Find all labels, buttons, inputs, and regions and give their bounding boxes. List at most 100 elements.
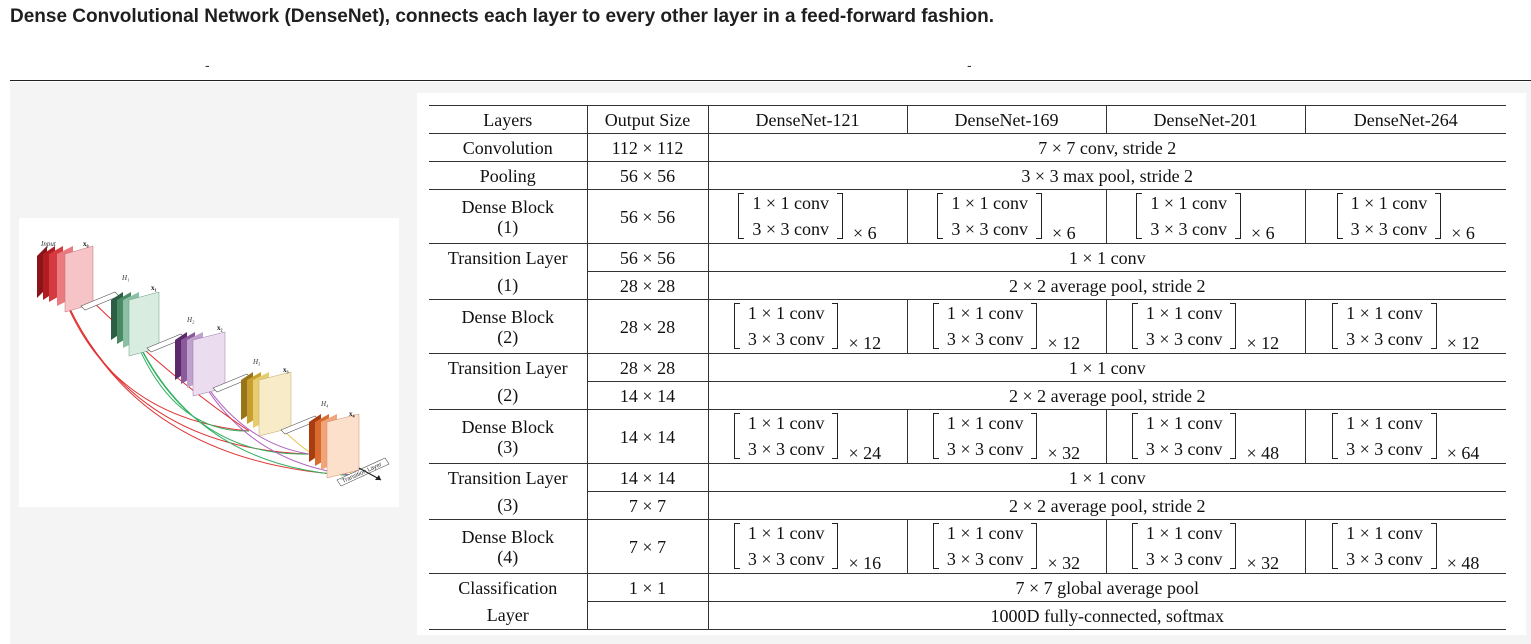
layer-cell: Dense Block (1) bbox=[429, 189, 588, 244]
config-cell: 7 × 7 global average pool bbox=[708, 573, 1506, 602]
bottleneck-cell-201: 1 × 1 conv 3 × 3 conv × 48 bbox=[1106, 409, 1306, 464]
table-row-classification-pool: Classification 1 × 1 7 × 7 global averag… bbox=[429, 573, 1506, 602]
repeat-count: × 32 bbox=[1246, 553, 1280, 573]
table-row-pooling: Pooling 56 × 56 3 × 3 max pool, stride 2 bbox=[429, 161, 1506, 190]
output-size-cell: 56 × 56 bbox=[587, 161, 709, 190]
layer-cell: Classification bbox=[429, 573, 588, 602]
layer-name-line2: (4) bbox=[497, 546, 519, 567]
table-row-transition-2-conv: Transition Layer 28 × 28 1 × 1 conv bbox=[429, 353, 1506, 382]
connection-red-3 bbox=[64, 297, 365, 477]
header-densenet-201: DenseNet-201 bbox=[1106, 105, 1306, 134]
repeat-count: × 12 bbox=[848, 333, 882, 353]
header-densenet-264: DenseNet-264 bbox=[1305, 105, 1506, 134]
conv-1x1: 1 × 1 conv bbox=[946, 303, 1024, 323]
block-2-feature-maps bbox=[175, 331, 226, 397]
connection-red-4 bbox=[78, 287, 250, 432]
conv-1x1: 1 × 1 conv bbox=[1150, 193, 1227, 213]
table-row-convolution: Convolution 112 × 112 7 × 7 conv, stride… bbox=[429, 133, 1506, 162]
layer-name-line1: Dense Block bbox=[461, 306, 554, 327]
conv-3x3: 3 × 3 conv bbox=[747, 329, 825, 349]
conv-1x1: 1 × 1 conv bbox=[1346, 523, 1423, 543]
layer-name-line1: Dense Block bbox=[461, 526, 554, 547]
header-divider bbox=[10, 80, 1531, 81]
layer-cell: Dense Block (3) bbox=[429, 409, 588, 464]
config-cell: 2 × 2 average pool, stride 2 bbox=[708, 491, 1506, 520]
table-row-dense-block-2: Dense Block (2) 28 × 28 1 × 1 conv 3 × 3 c… bbox=[429, 299, 1506, 354]
conv-1x1: 1 × 1 conv bbox=[747, 523, 825, 543]
output-size-cell: 28 × 28 bbox=[587, 353, 709, 382]
header-output-size: Output Size bbox=[587, 105, 709, 134]
repeat-count: × 6 bbox=[852, 223, 877, 243]
bottleneck-cell-169: 1 × 1 conv 3 × 3 conv × 32 bbox=[907, 409, 1107, 464]
repeat-count: × 12 bbox=[1246, 333, 1280, 353]
conv-3x3: 3 × 3 conv bbox=[1346, 329, 1423, 349]
output-size-cell: 7 × 7 bbox=[587, 491, 709, 520]
conv-1x1: 1 × 1 conv bbox=[747, 303, 825, 323]
conv-1x1: 1 × 1 conv bbox=[1145, 303, 1223, 323]
table-row-dense-block-4: Dense Block (4) 7 × 7 1 × 1 conv 3 × 3 con… bbox=[429, 519, 1506, 574]
repeat-count: × 24 bbox=[848, 443, 882, 463]
bottleneck-cell-201: 1 × 1 conv 3 × 3 conv × 12 bbox=[1106, 299, 1306, 354]
connection-green-3 bbox=[134, 335, 365, 477]
h1-label: H₁ bbox=[121, 274, 130, 282]
architecture-table: Layers Output Size DenseNet-121 DenseNet… bbox=[429, 105, 1506, 630]
repeat-count: × 48 bbox=[1246, 443, 1280, 463]
layer-cell: Pooling bbox=[429, 161, 588, 190]
repeat-count: × 6 bbox=[1051, 223, 1076, 243]
bottleneck-cell-121: 1 × 1 conv 3 × 3 conv × 12 bbox=[708, 299, 908, 354]
bottleneck-cell-201: 1 × 1 conv 3 × 3 conv × 32 bbox=[1106, 519, 1306, 574]
header-layers: Layers bbox=[429, 105, 588, 134]
conv-1x1: 1 × 1 conv bbox=[1346, 303, 1423, 323]
conv-1x1: 1 × 1 conv bbox=[1350, 193, 1428, 213]
bottleneck-cell-169: 1 × 1 conv 3 × 3 conv × 12 bbox=[907, 299, 1107, 354]
page-title: Dense Convolutional Network (DenseNet), … bbox=[10, 6, 995, 27]
h4-label: H₄ bbox=[320, 400, 329, 408]
conv-3x3: 3 × 3 conv bbox=[747, 549, 825, 569]
output-size-cell bbox=[587, 601, 709, 630]
layer-cell: Layer bbox=[429, 601, 588, 630]
output-arrow-head bbox=[375, 475, 381, 480]
block-3-feature-maps bbox=[241, 371, 292, 437]
config-cell: 3 × 3 max pool, stride 2 bbox=[708, 161, 1506, 190]
bottleneck-cell-201: 1 × 1 conv 3 × 3 conv × 6 bbox=[1106, 189, 1306, 244]
layer-name-line1: Dense Block bbox=[461, 196, 554, 217]
conv-3x3: 3 × 3 conv bbox=[946, 439, 1024, 459]
config-cell: 2 × 2 average pool, stride 2 bbox=[708, 271, 1506, 300]
repeat-count: × 48 bbox=[1446, 553, 1480, 573]
output-size-cell: 56 × 56 bbox=[587, 243, 709, 272]
table-row-transition-1-pool: (1) 28 × 28 2 × 2 average pool, stride 2 bbox=[429, 271, 1506, 300]
bottleneck-cell-264: 1 × 1 conv 3 × 3 conv × 6 bbox=[1305, 189, 1506, 244]
output-size-cell: 112 × 112 bbox=[587, 133, 709, 162]
layer-cell: Transition Layer bbox=[429, 243, 588, 272]
conv-3x3: 3 × 3 conv bbox=[1346, 549, 1423, 569]
layer-cell: (2) bbox=[429, 381, 588, 410]
repeat-count: × 64 bbox=[1446, 443, 1480, 463]
x4-label: x₄ bbox=[349, 410, 356, 418]
bottleneck-cell-264: 1 × 1 conv 3 × 3 conv × 48 bbox=[1305, 519, 1506, 574]
table-row-transition-1-conv: Transition Layer 56 × 56 1 × 1 conv bbox=[429, 243, 1506, 272]
conv-3x3: 3 × 3 conv bbox=[1145, 329, 1223, 349]
repeat-count: × 32 bbox=[1047, 553, 1081, 573]
densenet-diagram: Input x₀ H₁ x₁ H₂ x₂ H₃ bbox=[37, 240, 390, 487]
config-cell: 2 × 2 average pool, stride 2 bbox=[708, 381, 1506, 410]
separator-mark-left: - bbox=[205, 57, 210, 73]
repeat-count: × 12 bbox=[1047, 333, 1081, 353]
conv-3x3: 3 × 3 conv bbox=[1145, 549, 1223, 569]
repeat-count: × 32 bbox=[1047, 443, 1081, 463]
conv-3x3: 3 × 3 conv bbox=[747, 439, 825, 459]
connection-red-1 bbox=[60, 289, 250, 432]
config-cell: 1 × 1 conv bbox=[708, 463, 1506, 492]
block-1-feature-maps bbox=[111, 291, 160, 357]
table-row-transition-2-pool: (2) 14 × 14 2 × 2 average pool, stride 2 bbox=[429, 381, 1506, 410]
bottleneck-cell-169: 1 × 1 conv 3 × 3 conv × 32 bbox=[907, 519, 1107, 574]
output-size-cell: 7 × 7 bbox=[587, 519, 709, 574]
output-size-cell: 56 × 56 bbox=[587, 189, 709, 244]
conv-3x3: 3 × 3 conv bbox=[946, 549, 1024, 569]
repeat-count: × 16 bbox=[848, 553, 882, 573]
repeat-count: × 6 bbox=[1451, 223, 1475, 243]
output-size-cell: 14 × 14 bbox=[587, 409, 709, 464]
bottleneck-cell-121: 1 × 1 conv 3 × 3 conv × 24 bbox=[708, 409, 908, 464]
conv-1x1: 1 × 1 conv bbox=[752, 193, 829, 213]
separator-mark-right: - bbox=[967, 57, 972, 73]
repeat-count: × 6 bbox=[1250, 223, 1275, 243]
